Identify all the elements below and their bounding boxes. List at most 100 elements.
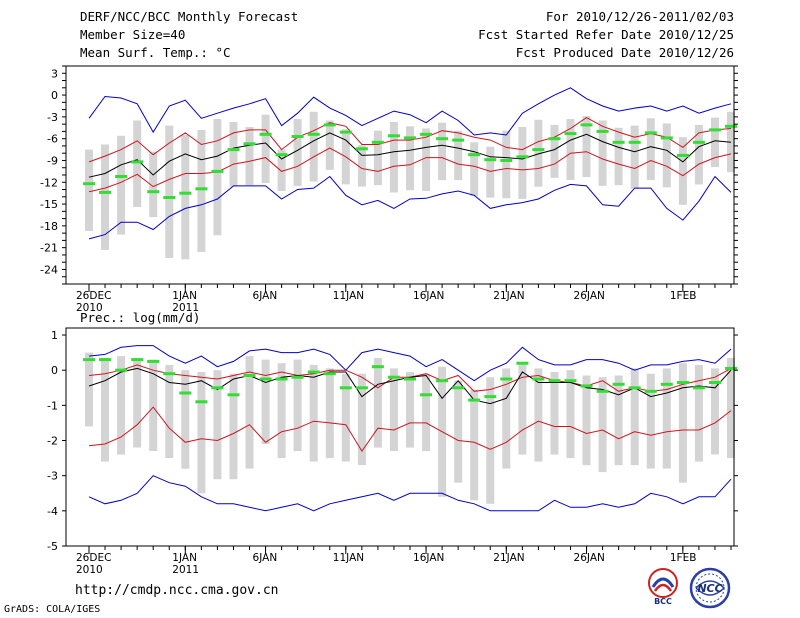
median-mark xyxy=(131,358,144,362)
member-box xyxy=(518,363,527,455)
member-box xyxy=(406,372,414,448)
member-box xyxy=(582,375,591,466)
y-tick-label: -4 xyxy=(47,505,58,518)
y-tick-label: -12 xyxy=(40,176,58,189)
median-mark xyxy=(420,132,433,136)
median-mark xyxy=(500,159,513,162)
member-box xyxy=(197,129,206,252)
x-tick-label: 1FEB xyxy=(670,552,697,564)
min-line xyxy=(88,175,732,240)
median-mark xyxy=(323,372,336,376)
variable-label: Mean Surf. Temp.: °C xyxy=(80,45,231,60)
grads-credit: GrADS: COLA/IGES xyxy=(4,604,101,615)
x-tick-label: 1FEB xyxy=(670,290,697,302)
ncc-logo: NCC xyxy=(689,567,731,609)
member-box xyxy=(486,377,495,504)
member-box xyxy=(727,357,735,459)
member-box xyxy=(470,142,479,197)
median-mark xyxy=(371,365,384,369)
x-tick-label: 26DEC xyxy=(76,552,111,564)
member-box xyxy=(630,125,639,189)
member-box xyxy=(101,144,109,250)
forecast-start-date: Fcst Started Refer Date 2010/12/25 xyxy=(478,27,734,42)
median-mark xyxy=(548,137,561,141)
y-tick-label: -21 xyxy=(40,242,58,255)
member-box xyxy=(422,128,431,191)
member-box xyxy=(694,364,703,462)
x-tick-label: 6JAN xyxy=(253,290,278,302)
panel2-title: Prec.: log(mm/d) xyxy=(80,310,201,325)
y-tick-label: -24 xyxy=(40,263,58,276)
member-box xyxy=(518,127,527,199)
member-box xyxy=(117,135,126,235)
x-tick-year: 2011 xyxy=(172,302,199,314)
forecast-period: For 2010/12/26-2011/02/03 xyxy=(545,9,734,24)
y-tick-label: -18 xyxy=(40,220,58,233)
median-mark xyxy=(179,191,192,195)
median-mark xyxy=(179,391,192,395)
member-box xyxy=(678,363,687,483)
member-box xyxy=(325,368,334,459)
member-box xyxy=(341,373,350,462)
x-tick-label: 16JAN xyxy=(413,290,444,302)
median-mark xyxy=(484,395,497,399)
median-mark xyxy=(676,153,689,157)
median-mark xyxy=(195,187,208,191)
max-line xyxy=(88,345,732,382)
median-mark xyxy=(131,160,144,164)
median-mark xyxy=(339,130,352,134)
x-tick-label: 26DEC xyxy=(76,290,111,302)
member-box xyxy=(662,368,671,469)
median-mark xyxy=(596,389,609,393)
median-mark xyxy=(452,138,465,142)
y-tick-label: -9 xyxy=(47,154,58,167)
median-mark xyxy=(612,382,625,386)
median-mark xyxy=(387,134,400,138)
member-box xyxy=(470,389,479,501)
x-tick-label: 1JAN xyxy=(172,552,197,564)
median-mark xyxy=(404,377,416,381)
median-mark xyxy=(243,374,256,377)
member-box xyxy=(566,370,575,459)
y-tick-label: -6 xyxy=(47,133,58,146)
median-mark xyxy=(692,386,705,390)
member-box xyxy=(101,357,109,462)
median-mark xyxy=(484,158,497,162)
median-mark xyxy=(548,379,561,383)
member-box xyxy=(694,124,703,185)
member-box xyxy=(277,363,286,459)
member-box xyxy=(486,146,495,198)
member-box xyxy=(646,373,655,469)
x-tick-label: 11JAN xyxy=(333,552,364,564)
member-box xyxy=(277,149,286,191)
member-box xyxy=(117,356,126,455)
member-box xyxy=(165,364,174,459)
bcc-logo: BCC xyxy=(648,568,678,606)
member-box xyxy=(438,122,447,181)
source-url[interactable]: http://cmdp.ncc.cma.gov.cn xyxy=(75,583,279,598)
y-tick-label: 3 xyxy=(51,67,58,80)
member-box xyxy=(389,122,398,193)
ensemble-mean-line xyxy=(88,367,732,405)
member-box xyxy=(454,130,463,181)
member-box xyxy=(550,372,559,455)
median-mark xyxy=(259,132,272,136)
median-mark xyxy=(275,377,288,381)
median-mark xyxy=(628,386,641,390)
lower-spread-line xyxy=(88,406,732,453)
min-line xyxy=(88,475,732,512)
median-mark xyxy=(227,393,240,397)
lower-spread-line xyxy=(88,147,732,193)
y-tick-label: -3 xyxy=(47,470,58,483)
median-mark xyxy=(612,140,625,144)
median-mark xyxy=(163,372,176,376)
median-mark xyxy=(468,398,481,402)
median-mark xyxy=(83,358,95,362)
median-mark xyxy=(163,196,176,199)
member-box xyxy=(261,114,270,183)
median-mark xyxy=(516,361,529,365)
median-mark xyxy=(227,148,240,152)
member-box xyxy=(534,368,543,462)
x-tick-label: 26JAN xyxy=(574,290,605,302)
y-tick-label: -1 xyxy=(47,399,58,412)
